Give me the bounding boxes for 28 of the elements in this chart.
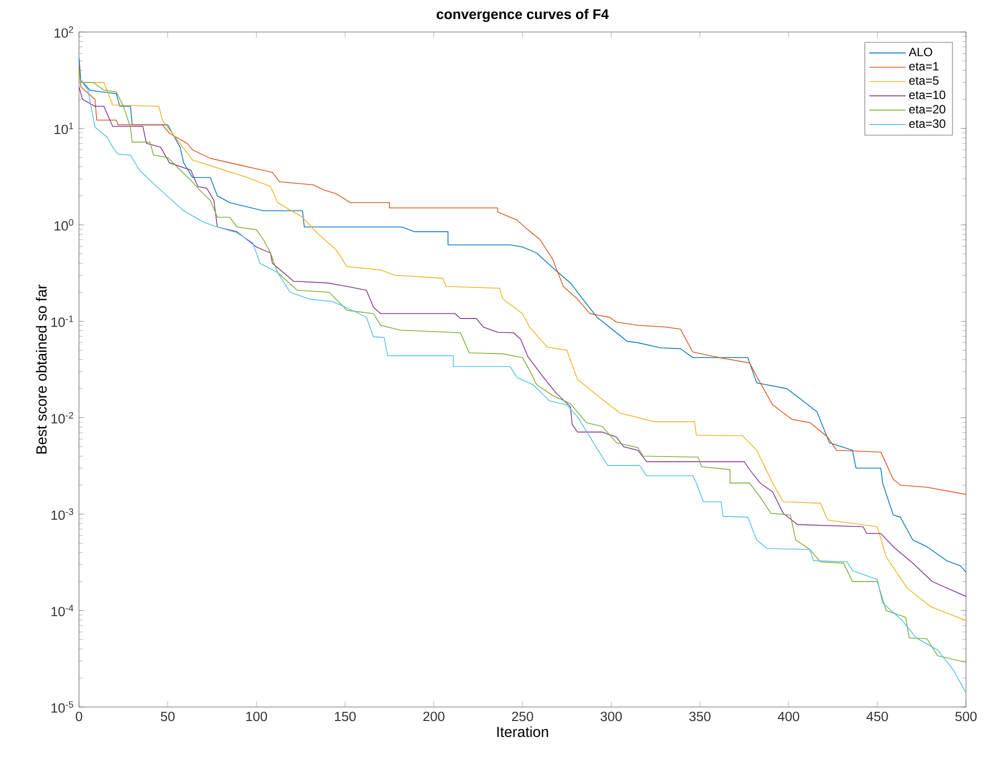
chart-title: convergence curves of F4 (436, 8, 609, 22)
y-axis-title: Best score obtained so far (36, 284, 47, 454)
x-tick-label: 500 (955, 712, 977, 722)
y-tick-label: 10$^{-3}$ (52, 508, 74, 520)
x-tick-label: 400 (778, 712, 800, 722)
x-tick-label: 450 (866, 712, 888, 722)
legend-label: eta=10 (909, 90, 946, 100)
y-tick-label: 10$^{-4}$ (52, 604, 74, 616)
x-tick-label: 250 (512, 712, 534, 722)
legend-label: eta=5 (909, 76, 939, 85)
legend-label: eta=30 (909, 119, 946, 128)
x-tick-label: 200 (423, 712, 444, 722)
x-tick-label: 150 (335, 712, 356, 722)
x-axis-title: Iteration (497, 726, 548, 738)
legend-label: ALO (908, 48, 932, 56)
legend-label: eta=20 (909, 104, 946, 114)
y-tick-label: 10$^{-1}$ (52, 316, 74, 327)
x-tick-label: 0 (76, 712, 82, 722)
y-tick-label: 10$^{2}$ (54, 26, 74, 38)
x-tick-label: 300 (600, 712, 622, 722)
x-tick-label: 50 (160, 712, 175, 722)
y-tick-label: 10$^{0}$ (54, 219, 74, 231)
legend-label: eta=1 (909, 62, 938, 70)
x-tick-label: 100 (246, 712, 268, 722)
y-tick-label: 10$^{1}$ (54, 122, 74, 134)
y-tick-label: 10$^{-2}$ (52, 412, 74, 424)
y-tick-label: 10$^{-5}$ (52, 701, 74, 713)
x-tick-label: 350 (689, 712, 711, 722)
